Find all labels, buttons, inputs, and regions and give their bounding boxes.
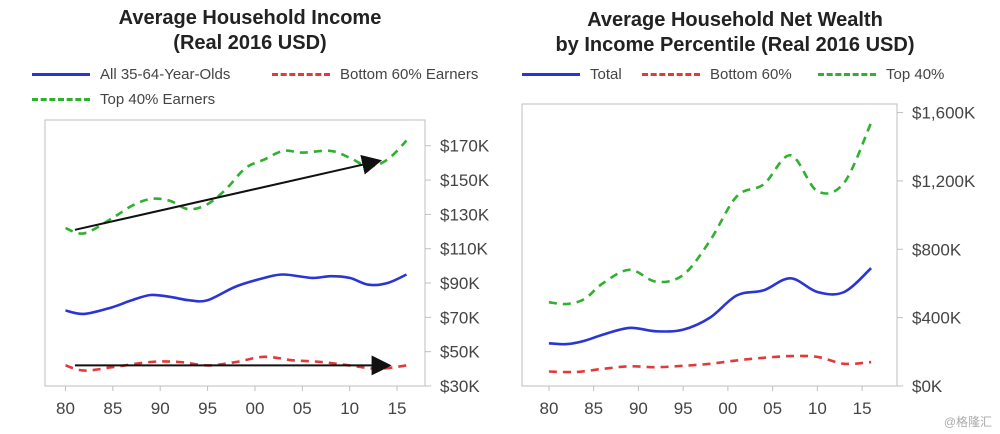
income-y-tick-label: $110K [440,240,489,259]
legend-label: Bottom 60% Earners [340,66,479,83]
income-x-tick-label: 90 [151,399,170,418]
income-plot-frame [44,119,426,387]
legend-label: All 35-64-Year-Olds [100,66,231,83]
income-x-tick-label: 95 [198,399,217,418]
income-y-tick-label: $90K [440,274,480,293]
wealth-y-tick-label: $400K [912,309,962,328]
income-trend-arrow-1 [74,154,383,231]
income-chart-title: Average Household Income (Real 2016 USD) [60,6,440,56]
income-series-line-2 [65,355,407,372]
wealth-x-tick-label: 95 [674,399,693,418]
income-series-line-3 [65,139,408,235]
income-y-tick-label: $30K [440,377,480,396]
wealth-plot-frame [521,103,898,387]
wealth-legend-total: Total [522,66,622,83]
income-x-tick-label: 15 [388,399,407,418]
legend-label: Bottom 60% [710,66,792,83]
income-x-tick-label: 85 [103,399,122,418]
legend-swatch-red-dashed [642,73,700,76]
watermark: @格隆汇 [943,415,992,429]
wealth-x-tick-label: 15 [853,399,872,418]
wealth-y-tick-label: $1,600K [912,104,976,123]
wealth-x-tick-label: 85 [584,399,603,418]
wealth-y-tick-label: $1,200K [912,172,976,191]
wealth-chart-title: Average Household Net Wealth by Income P… [530,8,940,58]
income-chart-title-line1: Average Household Income [118,7,382,29]
income-legend-top40: Top 40% Earners [32,91,215,108]
wealth-legend-top40: Top 40% [818,66,944,83]
income-legend-bottom60: Bottom 60% Earners [272,66,478,83]
legend-label: Top 40% Earners [100,91,216,108]
legend-label: Top 40% [886,66,945,83]
income-x-tick-label: 05 [293,399,312,418]
wealth-legend-bottom60: Bottom 60% [642,66,792,83]
legend-swatch-red-dashed [272,73,330,76]
wealth-chart-title-line1: Average Household Net Wealth [587,9,883,31]
wealth-x-tick-label: 90 [629,399,648,418]
legend-swatch-green-dashed [32,98,90,101]
wealth-y-tick-label: $800K [912,240,962,259]
wealth-y-tick-label: $0K [912,377,943,396]
legend-swatch-blue-solid [32,73,90,76]
wealth-series-line-2 [548,354,872,374]
legend-swatch-blue-solid [522,73,580,76]
income-y-tick-label: $50K [440,343,480,362]
wealth-x-tick-label: 05 [763,399,782,418]
wealth-x-tick-label: 00 [718,399,737,418]
income-x-tick-label: 80 [56,399,75,418]
income-chart-title-line2: (Real 2016 USD) [173,32,327,54]
legend-swatch-green-dashed [818,73,876,76]
legend-label: Total [590,66,622,83]
income-series-line-1 [65,273,408,316]
income-y-tick-label: $130K [440,205,490,224]
income-y-tick-label: $70K [440,308,480,327]
income-y-tick-label: $170K [440,137,490,156]
income-x-tick-label: 10 [340,399,359,418]
wealth-x-tick-label: 10 [808,399,827,418]
wealth-chart-title-line2: by Income Percentile (Real 2016 USD) [555,34,915,56]
income-y-tick-label: $150K [440,171,490,190]
wealth-series-line-1 [548,267,872,346]
wealth-series-line-3 [548,122,873,306]
wealth-x-tick-label: 80 [539,399,558,418]
income-x-tick-label: 00 [245,399,264,418]
income-legend-all: All 35-64-Year-Olds [32,66,230,83]
